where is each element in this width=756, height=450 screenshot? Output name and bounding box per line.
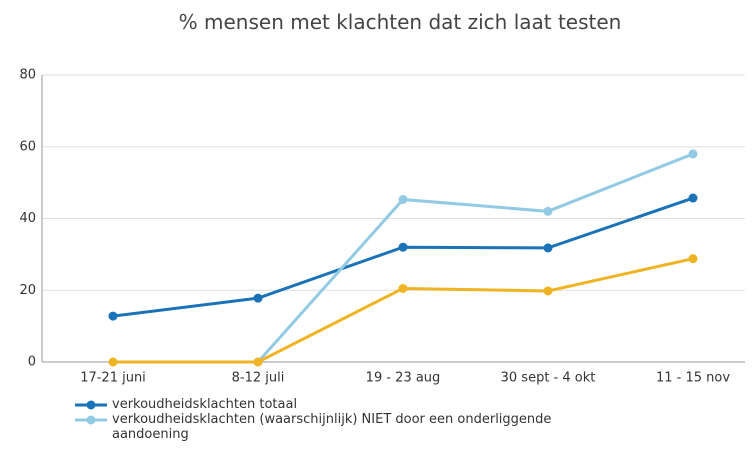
y-tick-label: 20: [19, 283, 36, 298]
chart-title: % mensen met klachten dat zich laat test…: [178, 10, 622, 34]
x-tick-label: 17-21 juni: [80, 371, 146, 386]
point: [543, 206, 553, 216]
legend-label: verkoudheidsklachten (waarschijnlijk) NI…: [112, 412, 552, 442]
point: [398, 242, 408, 252]
series-line: [112, 196, 694, 318]
legend-marker: [86, 400, 96, 410]
point: [688, 149, 698, 159]
series-line: [256, 152, 694, 363]
point: [253, 357, 263, 367]
x-tick-label: 11 - 15 nov: [656, 371, 730, 386]
legend-marker: [86, 415, 96, 425]
y-tick-label: 60: [19, 139, 36, 154]
y-tick-label: 40: [19, 211, 36, 226]
x-tick-label: 19 - 23 aug: [366, 371, 441, 386]
point: [398, 283, 408, 293]
series-line: [113, 257, 694, 364]
legend-label: verkoudheidsklachten totaal: [112, 397, 298, 412]
x-tick-label: 8-12 juli: [232, 371, 285, 386]
point: [253, 293, 263, 303]
y-tick-label: 80: [19, 68, 36, 83]
point: [543, 243, 553, 253]
y-tick-label: 0: [28, 355, 36, 370]
point: [688, 193, 698, 203]
point: [398, 194, 408, 204]
point: [543, 286, 553, 296]
x-tick-label: 30 sept - 4 okt: [501, 371, 596, 386]
point: [688, 254, 698, 264]
point: [108, 357, 118, 367]
point: [108, 311, 118, 321]
